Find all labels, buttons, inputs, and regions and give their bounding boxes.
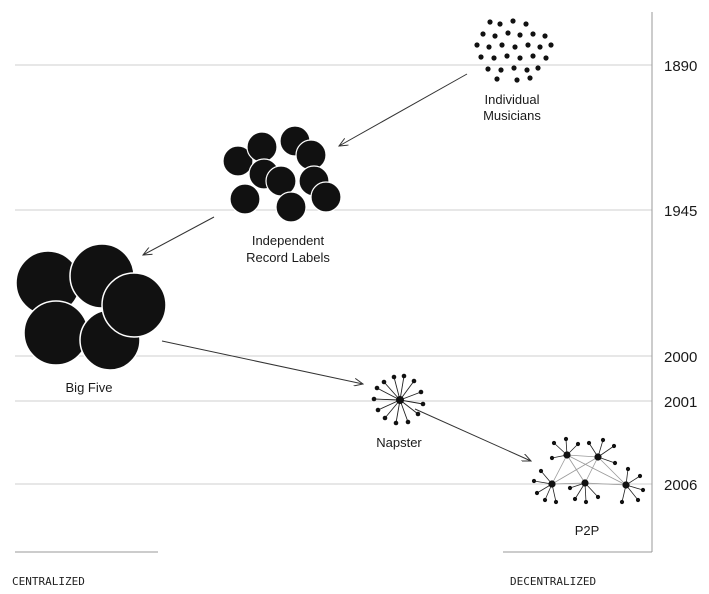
- individual-musicians-label-line1: Individual: [485, 92, 540, 107]
- independent-labels-label-line1: Independent: [252, 233, 325, 248]
- decentralized-label: DECENTRALIZED: [510, 575, 596, 588]
- p2p-label: P2P: [575, 523, 600, 538]
- year-label-1945: 1945: [664, 203, 697, 220]
- big-five-cluster: [15, 243, 167, 371]
- centralized-label: CENTRALIZED: [12, 575, 85, 588]
- independent-labels-cluster: [222, 125, 342, 223]
- connecting-arrows: [143, 73, 531, 461]
- year-label-2001: 2001: [664, 394, 697, 411]
- arrow-labels-to-big-five: [143, 216, 215, 255]
- arrow-big-five-to-napster: [161, 340, 363, 384]
- year-label-2000: 2000: [664, 349, 697, 366]
- napster-label: Napster: [376, 435, 422, 450]
- napster-network: [371, 373, 426, 426]
- year-label-2006: 2006: [664, 477, 697, 494]
- arrow-napster-to-p2p: [414, 408, 531, 461]
- year-label-1890: 1890: [664, 58, 697, 75]
- p2p-network: [531, 436, 646, 505]
- arrow-musicians-to-labels: [339, 73, 468, 146]
- independent-labels-label-line2: Record Labels: [246, 250, 330, 265]
- individual-musicians-cluster: [474, 18, 554, 83]
- year-labels: 1890 1945 2000 2001 2006: [664, 58, 697, 494]
- big-five-label: Big Five: [66, 380, 113, 395]
- individual-musicians-label-line2: Musicians: [483, 108, 541, 123]
